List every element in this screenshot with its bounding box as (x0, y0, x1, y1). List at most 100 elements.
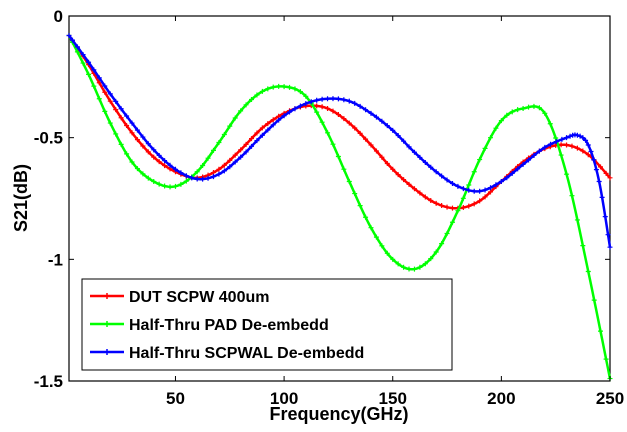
series-marker (270, 117, 276, 123)
series-marker (189, 175, 195, 181)
series-marker (232, 159, 238, 165)
series-marker (205, 175, 211, 181)
series-marker (368, 142, 374, 148)
series-marker (243, 149, 249, 155)
series-marker (287, 84, 293, 90)
series-marker (292, 106, 298, 112)
series-marker (335, 154, 341, 160)
series-marker (129, 130, 135, 136)
series-marker (520, 161, 526, 167)
series-marker (352, 191, 358, 197)
series-marker (498, 178, 504, 184)
series-marker (314, 109, 320, 115)
series-marker (379, 118, 385, 124)
series-marker (411, 149, 417, 155)
series-marker (216, 166, 222, 172)
series-marker (526, 104, 532, 110)
series-marker (460, 186, 466, 192)
series-marker (504, 175, 510, 181)
series-marker (325, 130, 331, 136)
series-marker (509, 109, 515, 115)
series-marker (498, 118, 504, 124)
series-marker (205, 155, 211, 161)
series-marker (96, 75, 102, 81)
series-marker (515, 166, 521, 172)
series-marker (227, 123, 233, 129)
legend-marker (104, 293, 110, 299)
series-marker (216, 171, 222, 177)
y-axis-label: S21(dB) (11, 164, 31, 232)
series-marker (167, 162, 173, 168)
series-marker (210, 147, 216, 153)
series-marker (373, 114, 379, 120)
series-marker (145, 149, 151, 155)
series-2 (66, 32, 613, 382)
series-marker (341, 97, 347, 103)
series-marker (390, 127, 396, 133)
legend-label: DUT SCPW 400um (129, 289, 269, 306)
series-marker (151, 154, 157, 160)
series-marker (178, 181, 184, 187)
series-marker (567, 133, 573, 139)
series-marker (583, 137, 589, 143)
series-marker (227, 164, 233, 170)
series-marker (276, 83, 282, 89)
series-marker (292, 86, 298, 92)
series-marker (96, 80, 102, 86)
series-marker (243, 141, 249, 147)
series-marker (493, 125, 499, 131)
series-marker (238, 147, 244, 153)
series-marker (597, 328, 603, 334)
series-marker (395, 133, 401, 139)
series-marker (411, 186, 417, 192)
series-marker (488, 189, 494, 195)
series-marker (504, 112, 510, 118)
series-marker (373, 148, 379, 154)
series-marker (585, 152, 591, 158)
y-tick-label: -0.5 (34, 129, 63, 148)
series-marker (118, 106, 124, 112)
series-marker (574, 217, 580, 223)
series-marker (596, 178, 602, 184)
series-marker (151, 178, 157, 184)
series-marker (455, 208, 461, 214)
series-marker (515, 107, 521, 113)
series-marker (335, 96, 341, 102)
series-marker (200, 176, 206, 182)
series-marker (417, 154, 423, 160)
series-marker (471, 169, 477, 175)
series-marker (564, 142, 570, 148)
series-marker (482, 194, 488, 200)
series-marker (270, 122, 276, 128)
series-marker (341, 116, 347, 122)
series-marker (319, 96, 325, 102)
series-marker (460, 195, 466, 201)
series-marker (406, 144, 412, 150)
series-marker (129, 120, 135, 126)
series-marker (580, 243, 586, 249)
series-marker (455, 183, 461, 189)
series-marker (124, 151, 130, 157)
legend-label: Half-Thru PAD De-embedd (129, 317, 329, 334)
y-tick-label: 0 (54, 7, 63, 26)
series-marker (69, 37, 75, 43)
series-marker (477, 198, 483, 204)
series-marker (466, 182, 472, 188)
series-marker (488, 135, 494, 141)
series-marker (439, 241, 445, 247)
legend: DUT SCPW 400um Half-Thru PAD De-embedd Hal… (81, 278, 453, 371)
series-marker (493, 182, 499, 188)
series-marker (156, 159, 162, 165)
series-marker (482, 187, 488, 193)
series-marker (482, 145, 488, 151)
series-marker (379, 243, 385, 249)
x-tick-label: 150 (379, 389, 407, 408)
series-marker (80, 52, 86, 58)
series-marker (232, 115, 238, 121)
series-marker (91, 67, 97, 73)
series-marker (574, 145, 580, 151)
series-marker (428, 164, 434, 170)
series-marker (384, 123, 390, 129)
series-marker (145, 175, 151, 181)
